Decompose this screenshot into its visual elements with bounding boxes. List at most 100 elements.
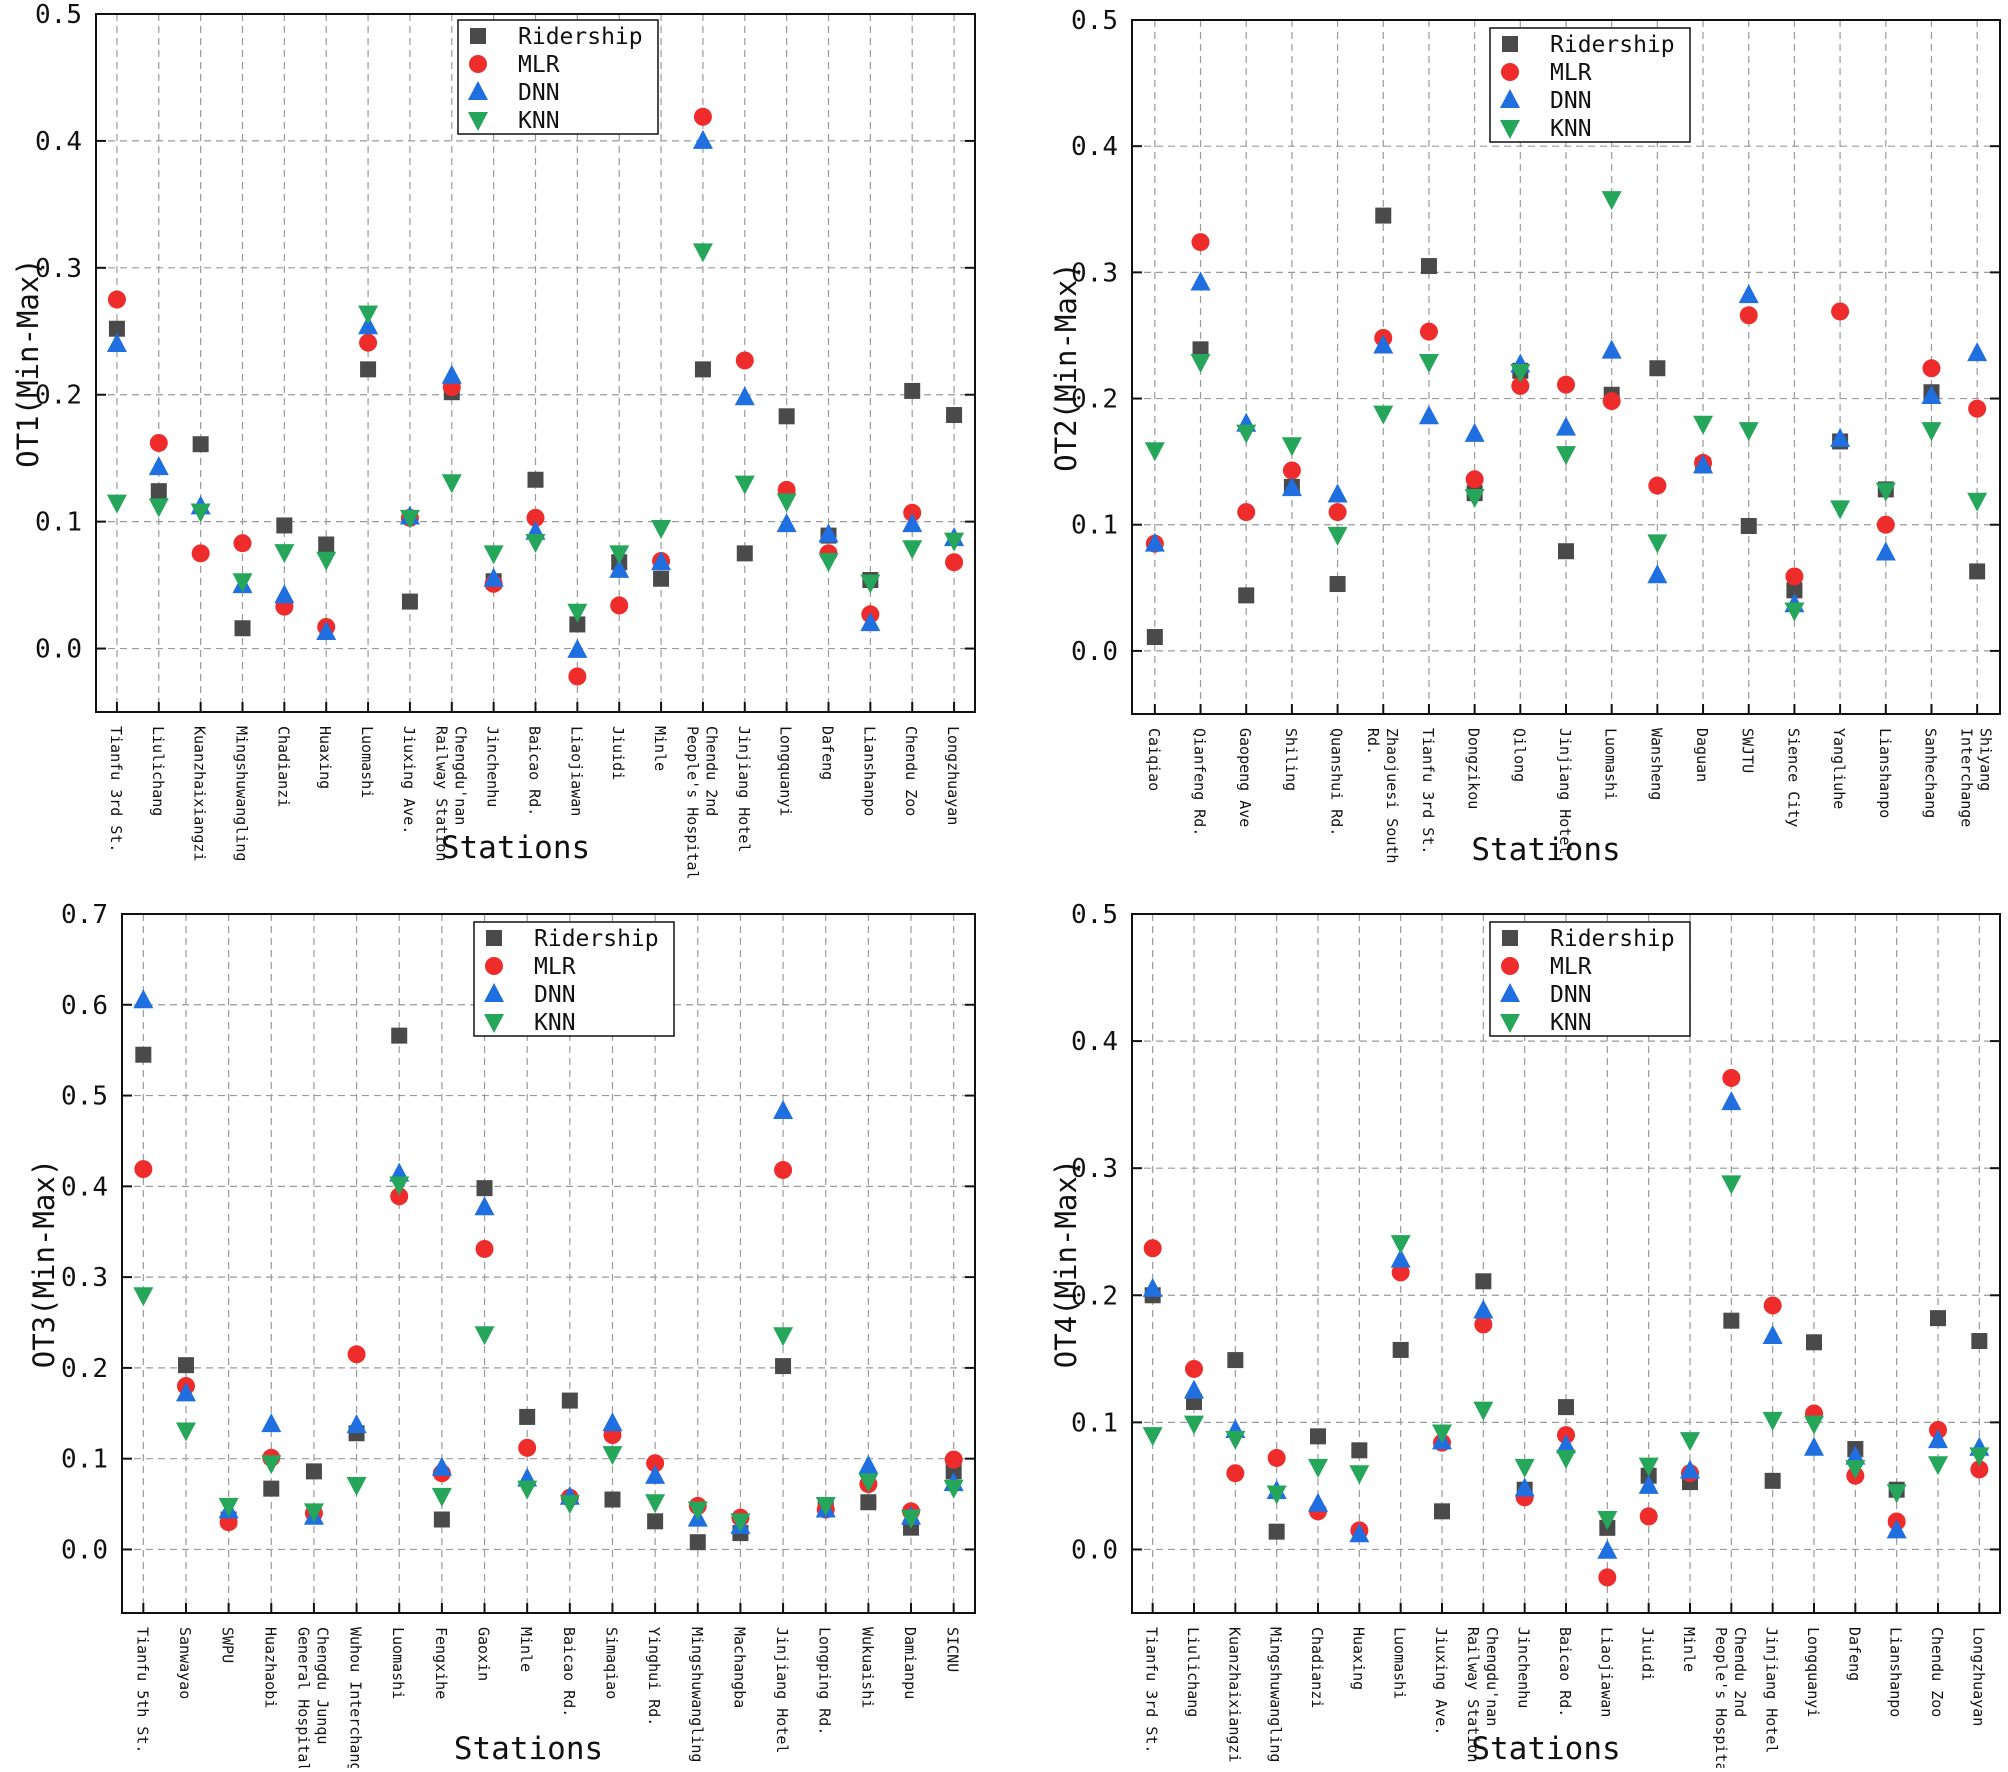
x-tick-label-line: Wuhou Interchange — [347, 1627, 365, 1768]
x-tick-label: Mingshuwangling — [233, 726, 251, 861]
x-tick-label: Tianfu 3rd St. — [1419, 728, 1437, 854]
x-tick-label: Daguan — [1693, 728, 1711, 782]
knn-point — [1784, 602, 1805, 622]
knn-point — [358, 305, 379, 325]
ridership-point — [234, 620, 251, 637]
ridership-point — [647, 1513, 664, 1530]
knn-point — [609, 545, 630, 565]
dnn-point — [1142, 1277, 1163, 1297]
y-tick-label: 0.1 — [61, 1445, 108, 1475]
x-tick-label: Longzhuayan — [944, 726, 962, 825]
x-tick-label-line: Dafeng — [819, 726, 837, 780]
ridership-point — [519, 1408, 536, 1425]
legend-marker-dnn — [1500, 89, 1520, 108]
legend-label-knn: KNN — [1550, 1010, 1592, 1036]
mlr-point — [1474, 1315, 1493, 1334]
knn-point — [232, 573, 253, 593]
x-tick-label: Minle — [517, 1627, 535, 1672]
ridership-point — [276, 517, 293, 534]
knn-point — [1762, 1411, 1783, 1431]
x-tick-label-line: Sience City — [1784, 728, 1802, 827]
mlr-point — [1602, 392, 1621, 411]
mlr-point — [1237, 503, 1256, 522]
x-tick-label-line: Sanhechang — [1921, 728, 1939, 818]
knn-point — [1349, 1465, 1370, 1485]
x-tick-label-line: Machangba — [730, 1627, 748, 1708]
x-tick-label: Caiqiao — [1145, 728, 1163, 791]
dnn-point — [106, 332, 127, 352]
mlr-point — [134, 1160, 153, 1179]
legend-marker-knn — [484, 1014, 504, 1033]
x-tick-label: Lianshanpo — [860, 726, 878, 816]
legend-marker-knn — [468, 112, 488, 131]
x-tick-label-line: Quanshui Rd. — [1328, 728, 1346, 836]
dnn-point — [261, 1413, 282, 1433]
x-tick-label: Machangba — [730, 1627, 748, 1708]
legend-label-knn: KNN — [1550, 116, 1592, 142]
x-tick-label: Luomashi — [1602, 728, 1620, 800]
x-tick-label: Damianpu — [901, 1627, 919, 1699]
ridership-point — [263, 1480, 280, 1497]
x-tick-label: Sanwayao — [176, 1627, 194, 1699]
x-tick-label-line: Tianfu 3rd St. — [1419, 728, 1437, 854]
x-tick-label-line: Qianfeng Rd. — [1191, 728, 1209, 836]
x-tick-label-line: Jinjiang Hotel — [1556, 728, 1574, 854]
y-tick-label: 0.3 — [35, 254, 82, 284]
plot-frame — [121, 913, 976, 1614]
x-tick-label: Quanshui Rd. — [1328, 728, 1346, 836]
mlr-point — [1970, 1460, 1989, 1479]
x-tick-label: Shiling — [1282, 728, 1300, 791]
mlr-point — [1419, 322, 1438, 341]
ridership-point — [527, 471, 544, 488]
dnn-point — [1349, 1523, 1370, 1543]
dnn-point — [441, 364, 462, 384]
knn-point — [1647, 534, 1668, 554]
mlr-point — [1391, 1263, 1410, 1282]
x-tick-label-line: Baicao Rd. — [560, 1627, 578, 1717]
dnn-point — [1281, 477, 1302, 497]
ridership-point — [1740, 517, 1757, 534]
x-tick-label-line: Dongzikou — [1465, 728, 1483, 809]
ridership-point — [653, 570, 670, 587]
dnn-point — [274, 584, 295, 604]
x-tick-label: Minle — [651, 726, 669, 771]
ridership-point — [192, 436, 209, 453]
legend-marker-ridership — [1502, 36, 1518, 52]
dnn-point — [1921, 385, 1942, 405]
x-tick-label: Luomashi — [389, 1627, 407, 1699]
chart-panel-2: 0.0 0.1 0.2 0.3 0.4 0.5 Caiqiao Qianfeng Rd. Gao… — [1049, 6, 2001, 868]
x-tick-label-line: Yinghui Rd. — [645, 1627, 663, 1726]
ridership-point — [177, 1357, 194, 1374]
y-tick-label: 0.4 — [1071, 1027, 1118, 1057]
y-tick-label: 0.5 — [1071, 900, 1118, 930]
ridership-point — [1392, 1341, 1409, 1358]
knn-point — [1510, 364, 1531, 384]
y-tick-label: 0.0 — [35, 635, 82, 665]
y-tick-label: 0.2 — [1071, 1281, 1118, 1311]
x-tick-label: Baicao Rd. — [1556, 1627, 1574, 1717]
x-tick-label: Jinjiang Hotel — [735, 726, 753, 852]
x-tick-label: Gaoxin — [475, 1627, 493, 1681]
dnn-point — [1144, 532, 1165, 552]
y-tick-label: 0.3 — [1071, 258, 1118, 288]
x-tick-label-line: Chengdu'nan — [1483, 1627, 1501, 1726]
dnn-point — [1967, 342, 1988, 362]
plot-frame — [1131, 913, 2001, 1614]
knn-point — [860, 574, 881, 594]
mlr-point — [568, 667, 587, 686]
mlr-point — [359, 333, 378, 352]
y-tick-label: 0.6 — [61, 991, 108, 1021]
x-tick-label-line: Gaoxin — [475, 1627, 493, 1681]
legend-marker-ridership — [470, 28, 486, 44]
knn-point — [1281, 437, 1302, 457]
knn-point — [1921, 422, 1942, 442]
mlr-point — [735, 351, 754, 370]
x-tick-label-line: Railway Station — [1464, 1627, 1482, 1762]
x-tick-label: Mingshuwangling — [688, 1627, 706, 1762]
x-tick-label: Luomashi — [358, 726, 376, 798]
x-tick-label-line: Rd. — [1364, 728, 1382, 755]
x-tick-label-line: Chendu 2nd — [702, 726, 720, 816]
dnn-point — [651, 551, 672, 571]
x-tick-label-line: Luomashi — [1391, 1627, 1409, 1699]
knn-point — [1597, 1510, 1618, 1530]
